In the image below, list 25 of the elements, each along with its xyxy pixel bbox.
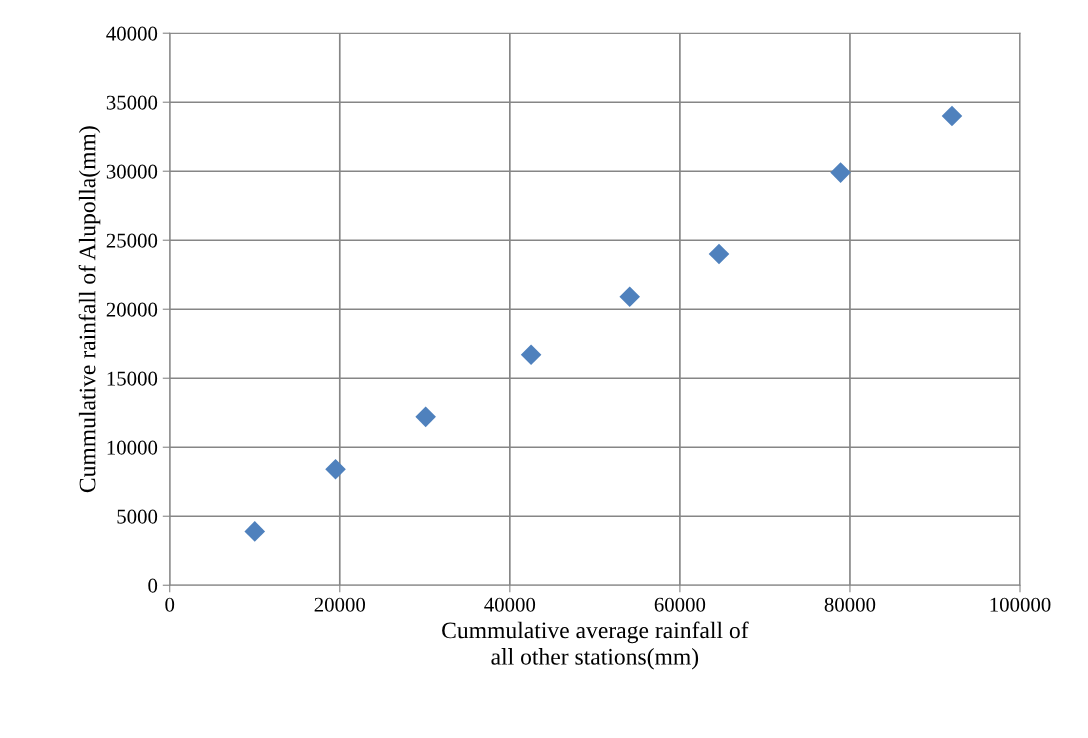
y-tick-label: 20000 bbox=[106, 302, 158, 317]
y-tick-label: 5000 bbox=[117, 509, 158, 524]
point bbox=[941, 105, 963, 127]
y-tick-label: 10000 bbox=[107, 440, 158, 455]
y-axis-title: Cummulative rainfall of Alupolla(mm) bbox=[78, 126, 101, 493]
y-tick-label: 15000 bbox=[107, 371, 158, 386]
point bbox=[830, 162, 851, 183]
x-tick-label: 80000 bbox=[824, 597, 876, 612]
point bbox=[415, 406, 436, 428]
y-tick-label: 40000 bbox=[106, 26, 158, 41]
point bbox=[619, 286, 641, 308]
x-tick-label: 60000 bbox=[654, 597, 706, 612]
y-tick-label: 35000 bbox=[106, 95, 158, 110]
y-tick-label: 30000 bbox=[106, 164, 158, 179]
point bbox=[708, 243, 730, 265]
x-tick-label: 20000 bbox=[314, 597, 366, 612]
x-tick-label: 40000 bbox=[484, 597, 536, 612]
point bbox=[520, 344, 542, 366]
x-axis-title: Cummulative average rainfall of all other stations(mm) bbox=[442, 621, 749, 670]
point bbox=[244, 521, 266, 542]
y-tick-label: 0 bbox=[148, 578, 158, 593]
y-tick-label: 25000 bbox=[106, 233, 158, 248]
point bbox=[325, 459, 346, 480]
x-tick-label: 100000 bbox=[990, 597, 1051, 612]
x-tick-label: 0 bbox=[165, 597, 175, 612]
